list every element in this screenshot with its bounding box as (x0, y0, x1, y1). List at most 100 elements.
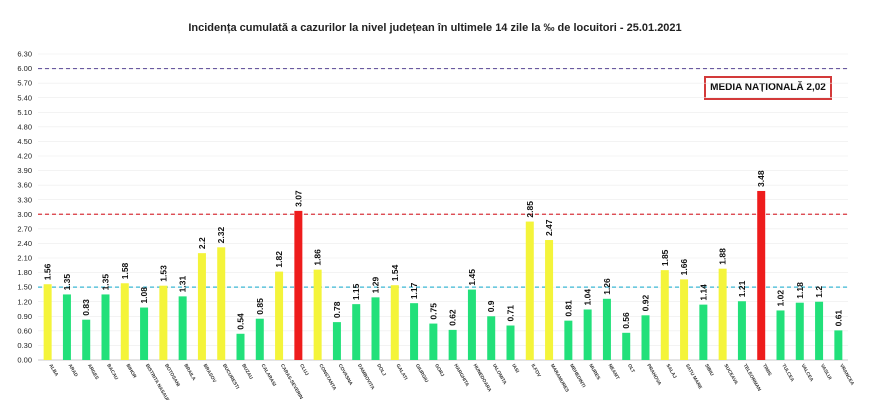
bar (217, 247, 226, 360)
value-label: 1.86 (313, 249, 323, 266)
value-label: 0.81 (563, 300, 573, 317)
bar (718, 268, 727, 360)
value-label: 1.08 (139, 287, 149, 304)
category-label: CONSTANTA (317, 363, 337, 392)
y-tick-label: 5.70 (17, 79, 32, 88)
category-label: PRAHOVA (645, 363, 662, 387)
category-label: MARAMURES (549, 363, 570, 394)
category-label: ILFOV (530, 363, 543, 379)
category-label: HUNEDOARA (472, 363, 493, 393)
category-label: BIHOR (125, 363, 138, 380)
category-label: MEHEDINTI (568, 363, 587, 389)
value-label: 0.75 (428, 303, 438, 320)
value-label: 1.26 (602, 278, 612, 295)
bar (602, 298, 611, 360)
bar (660, 270, 669, 360)
value-label: 1.18 (795, 282, 805, 299)
bar (120, 283, 129, 360)
value-label: 0.62 (448, 309, 458, 326)
category-label: IASI (510, 363, 520, 375)
value-label: 0.83 (81, 299, 91, 316)
value-label: 2.32 (216, 226, 226, 243)
value-label: 1.29 (371, 277, 381, 294)
value-label: 0.54 (236, 313, 246, 330)
value-label: 1.85 (660, 249, 670, 266)
category-label: SIBIU (703, 363, 715, 378)
category-label: TELEORMAN (742, 363, 763, 393)
bar (564, 320, 573, 360)
category-label: BRASOV (202, 363, 218, 384)
bar (236, 333, 245, 360)
category-label: SUCEAVA (722, 363, 739, 386)
value-label: 1.2 (814, 286, 824, 298)
bar (641, 315, 650, 360)
category-label: GORJ (433, 363, 445, 378)
bar (82, 319, 91, 360)
value-label: 0.78 (332, 301, 342, 318)
bar (313, 269, 322, 360)
category-label: SALAJ (665, 363, 678, 380)
category-label: TIMIS (761, 363, 773, 378)
national-average-label: MEDIA NAȚIONALĂ (710, 82, 804, 93)
value-label: 2.47 (544, 219, 554, 236)
y-tick-label: 2.10 (17, 254, 32, 263)
x-axis: ALBA ARAD ARGES BACAU BIHOR BISTRITA NASAUDBO… (47, 363, 855, 400)
value-label: 3.07 (293, 190, 303, 207)
category-label: VASLUI (819, 363, 833, 382)
category-label: COVASNA (337, 363, 354, 387)
value-label: 3.48 (756, 170, 766, 187)
bar (140, 307, 149, 360)
chart-title: Incidența cumulată a cazurilor la nivel … (188, 22, 682, 34)
category-label: CALARASI (260, 363, 278, 388)
category-label: NEAMT (607, 363, 621, 381)
bar (680, 279, 689, 360)
y-tick-label: 2.40 (17, 239, 32, 248)
national-average-value: 2,02 (806, 82, 826, 93)
category-label: GALATI (395, 363, 409, 382)
y-tick-label: 5.40 (17, 93, 32, 102)
value-label: 1.58 (120, 262, 130, 279)
value-label: 1.45 (467, 269, 477, 286)
y-tick-label: 0.30 (17, 341, 32, 350)
value-label: 1.54 (390, 264, 400, 281)
category-label: BACAU (105, 363, 119, 381)
bar (178, 296, 187, 360)
category-label: HARGHITA (452, 363, 470, 388)
y-tick-label: 6.00 (17, 64, 32, 73)
bar (737, 301, 746, 360)
category-label: DAMBOVITA (356, 363, 376, 391)
y-tick-label: 3.60 (17, 181, 32, 190)
bar (467, 289, 476, 360)
category-label: OLT (626, 363, 636, 374)
value-label: 1.14 (698, 284, 708, 301)
category-label: BUCURESTI (221, 363, 241, 391)
bar (757, 190, 766, 360)
y-tick-label: 5.10 (17, 108, 32, 117)
bar (390, 285, 399, 360)
bar (429, 323, 438, 360)
bar (255, 318, 264, 360)
y-tick-label: 1.50 (17, 283, 32, 292)
bar (101, 294, 110, 360)
bar (545, 240, 554, 360)
category-label: DOLJ (375, 363, 387, 377)
category-label: BRAILA (182, 363, 197, 382)
category-label: VRANCEA (838, 363, 855, 387)
y-tick-label: 1.80 (17, 268, 32, 277)
bar (197, 253, 206, 360)
bar (43, 284, 52, 360)
category-label: BOTOSANI (163, 363, 181, 388)
value-label: 1.56 (43, 263, 53, 280)
bar (506, 325, 515, 360)
value-label: 1.31 (178, 276, 188, 293)
reference-lines (38, 67, 848, 288)
category-label: CLUJ (298, 363, 310, 377)
category-label: ARGES (86, 363, 100, 381)
bar (776, 310, 785, 360)
y-tick-label: 3.00 (17, 210, 32, 219)
category-label: GIURGIU (414, 363, 430, 384)
bar (815, 301, 824, 360)
bar (622, 332, 631, 360)
national-average-box: MEDIA NAȚIONALĂ 2,02 (704, 76, 832, 100)
